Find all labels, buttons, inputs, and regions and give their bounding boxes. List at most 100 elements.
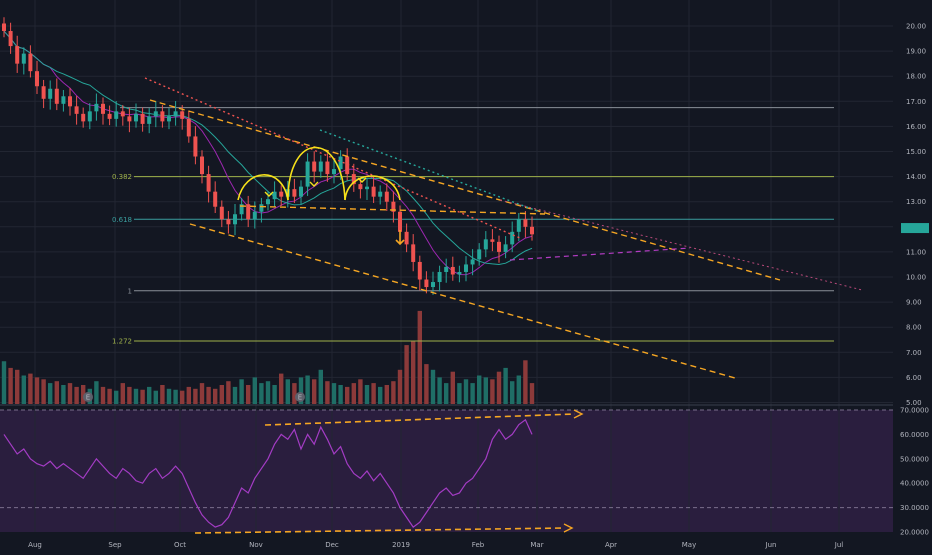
rsi-tick-label: 60.0000	[900, 431, 929, 439]
time-tick-label: May	[682, 541, 696, 549]
rsi-tick-label: 50.0000	[900, 455, 929, 463]
volume-bar	[483, 377, 488, 404]
volume-bar	[61, 385, 66, 404]
candle-body	[266, 199, 270, 205]
volume-bar	[331, 383, 337, 404]
volume-bar	[147, 386, 152, 404]
price-tick-label: 10.00	[906, 274, 926, 282]
volume-bar	[107, 388, 112, 404]
candle-body	[464, 264, 468, 272]
candle-body	[213, 191, 218, 207]
candle-body	[279, 191, 284, 197]
price-tick-label: 11.00	[906, 248, 926, 256]
price-tick-label: 16.00	[906, 123, 926, 131]
candle-body	[384, 191, 389, 202]
candle-body	[41, 86, 46, 99]
candle-body	[206, 174, 211, 192]
earnings-marker-label: E	[86, 394, 90, 402]
time-tick-label: Oct	[174, 541, 186, 549]
rsi-divergence-lower	[194, 527, 566, 534]
price-tick-label: 7.00	[906, 349, 922, 357]
volume-bar	[94, 381, 99, 404]
time-tick-label: Dec	[325, 541, 339, 549]
volume-bar	[463, 379, 469, 404]
price-tick-label: 20.00	[906, 23, 926, 31]
volume-bar	[404, 345, 409, 404]
candle-body	[61, 96, 66, 104]
volume-bar	[470, 383, 475, 404]
volume-bar	[457, 383, 462, 404]
volume-bar	[397, 369, 403, 404]
candle-body	[497, 241, 501, 252]
candle-body	[35, 71, 39, 87]
volume-bar	[325, 381, 330, 404]
volume-bar	[166, 388, 172, 404]
candle-body	[444, 266, 449, 272]
candle-body	[530, 226, 534, 235]
time-tick-label: Sep	[108, 541, 122, 549]
volume-bar	[437, 377, 442, 404]
candle-body	[160, 111, 165, 122]
candle-body	[186, 118, 191, 137]
head-arc	[287, 146, 346, 201]
volume-bar	[41, 379, 46, 404]
volume-bar	[232, 386, 238, 404]
volume-bar	[193, 388, 198, 404]
candle-body	[510, 231, 515, 245]
candle-body	[21, 53, 26, 64]
chevron-marker	[264, 191, 274, 197]
candle-body	[431, 282, 435, 288]
candle-body	[404, 231, 409, 245]
volume-bar	[100, 386, 106, 404]
candle-body	[173, 111, 178, 117]
price-tick-label: 15.00	[906, 148, 926, 156]
price-tick-label: 8.00	[906, 324, 922, 332]
candle-body	[483, 239, 488, 250]
neckline-trend-line	[239, 205, 546, 215]
volume-bar	[252, 377, 257, 404]
candle-body	[371, 186, 376, 197]
candle-body	[398, 211, 402, 232]
volume-bar	[503, 367, 508, 404]
right-shoulder-arc	[344, 175, 401, 201]
candle-body	[134, 113, 138, 122]
candle-body	[28, 53, 33, 72]
rsi-line	[3, 418, 533, 528]
volume-bar	[67, 383, 73, 404]
ema-fast-line	[3, 30, 533, 276]
volume-bar	[48, 383, 53, 404]
volume-bar	[338, 385, 343, 404]
candle-body	[318, 161, 323, 172]
candle-body	[48, 88, 53, 99]
candle-body	[299, 186, 303, 197]
candle-body	[167, 116, 171, 122]
volume-bar	[180, 390, 185, 404]
time-tick-label: Mar	[530, 541, 543, 549]
volume-bar	[34, 377, 40, 404]
candle-body	[523, 219, 528, 227]
fib-level-label: 1	[128, 287, 132, 295]
candle-body	[54, 88, 59, 104]
left-shoulder-arc	[237, 174, 289, 201]
volume-bar	[450, 371, 455, 404]
candle-body	[180, 111, 185, 119]
volume-bar	[312, 379, 317, 404]
volume-bar	[140, 389, 145, 404]
volume-bar	[424, 364, 429, 404]
volume-bar	[510, 381, 515, 404]
earnings-marker	[295, 392, 305, 402]
volume-bar	[127, 386, 132, 404]
last-price-tag	[901, 223, 929, 234]
candle-body	[233, 214, 237, 225]
candle-body	[365, 186, 369, 190]
volume-bar	[74, 386, 79, 404]
candle-body	[332, 169, 336, 175]
volume-bar	[272, 385, 277, 404]
candle-body	[239, 204, 244, 215]
volume-bar	[199, 383, 205, 404]
candle-body	[219, 206, 224, 220]
candle-body	[153, 111, 158, 117]
volume-bar	[318, 369, 323, 404]
candle-body	[470, 259, 475, 265]
candle-body	[200, 156, 204, 175]
